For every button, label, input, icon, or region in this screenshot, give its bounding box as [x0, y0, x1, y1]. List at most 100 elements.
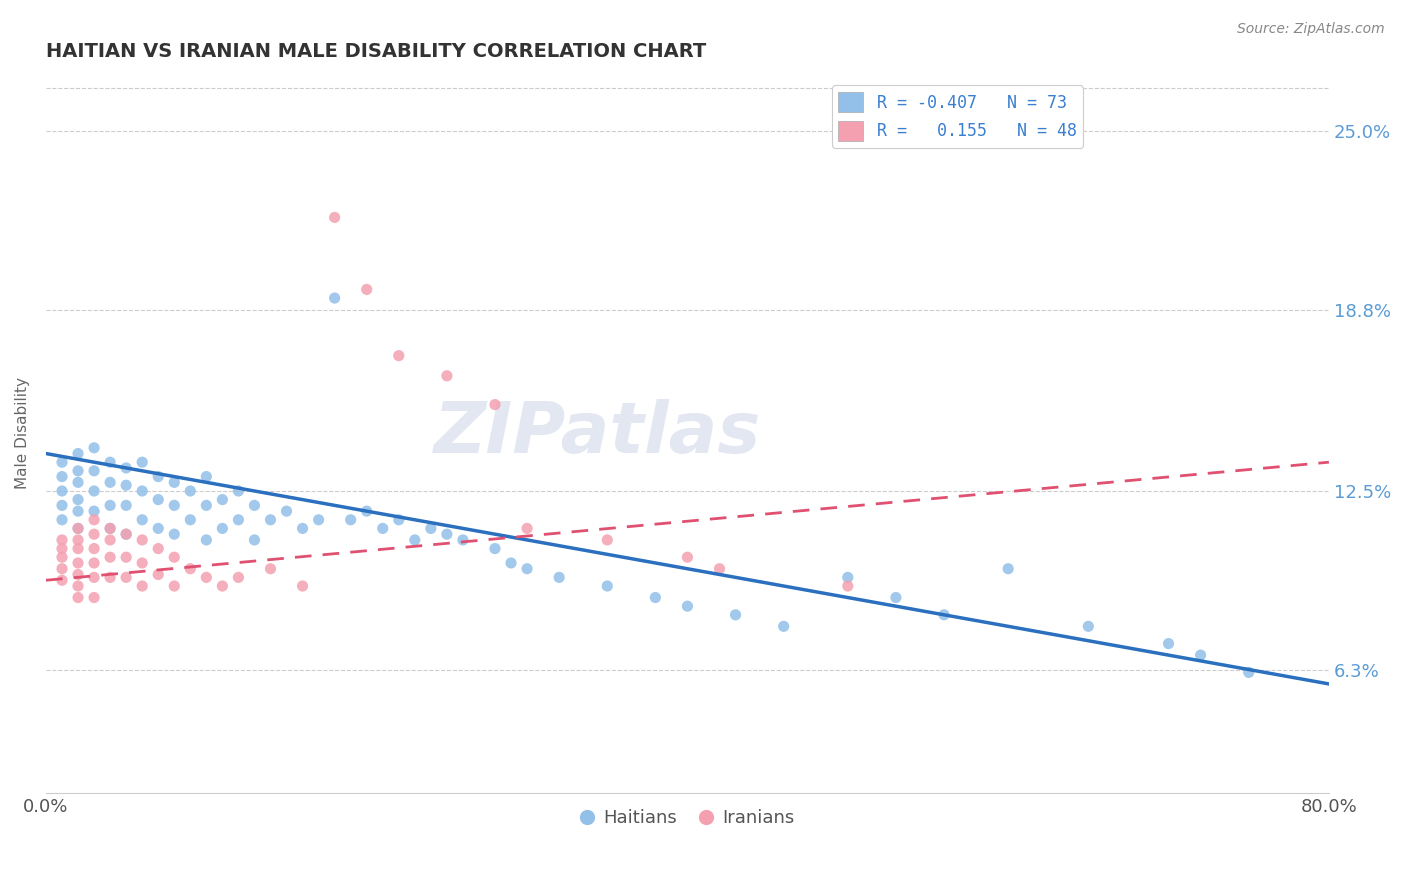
Point — [67, 591, 90, 605]
Point — [115, 478, 138, 492]
Point — [276, 504, 298, 518]
Point — [676, 599, 699, 614]
Point — [131, 533, 153, 547]
Point — [484, 541, 506, 556]
Point — [291, 579, 314, 593]
Text: Source: ZipAtlas.com: Source: ZipAtlas.com — [1237, 22, 1385, 37]
Point — [228, 483, 250, 498]
Point — [837, 570, 859, 584]
Point — [388, 349, 411, 363]
Point — [436, 527, 458, 541]
Point — [67, 533, 90, 547]
Point — [51, 533, 73, 547]
Point — [291, 521, 314, 535]
Point — [484, 398, 506, 412]
Point — [596, 579, 619, 593]
Point — [67, 556, 90, 570]
Point — [884, 591, 907, 605]
Point — [339, 513, 361, 527]
Point — [148, 469, 170, 483]
Point — [228, 570, 250, 584]
Point — [179, 562, 201, 576]
Point — [163, 579, 186, 593]
Point — [148, 492, 170, 507]
Point — [1157, 637, 1180, 651]
Point — [131, 483, 153, 498]
Point — [548, 570, 571, 584]
Point — [67, 521, 90, 535]
Point — [163, 527, 186, 541]
Point — [259, 513, 281, 527]
Text: HAITIAN VS IRANIAN MALE DISABILITY CORRELATION CHART: HAITIAN VS IRANIAN MALE DISABILITY CORRE… — [46, 42, 706, 61]
Point — [371, 521, 394, 535]
Point — [259, 562, 281, 576]
Point — [451, 533, 474, 547]
Point — [51, 562, 73, 576]
Point — [51, 513, 73, 527]
Point — [837, 579, 859, 593]
Point — [148, 541, 170, 556]
Point — [388, 513, 411, 527]
Point — [98, 533, 121, 547]
Point — [98, 550, 121, 565]
Point — [83, 541, 105, 556]
Point — [419, 521, 441, 535]
Point — [211, 579, 233, 593]
Point — [115, 527, 138, 541]
Point — [98, 499, 121, 513]
Point — [115, 570, 138, 584]
Point — [195, 570, 218, 584]
Point — [67, 464, 90, 478]
Point — [148, 567, 170, 582]
Point — [1077, 619, 1099, 633]
Point — [499, 556, 522, 570]
Point — [83, 570, 105, 584]
Point — [51, 541, 73, 556]
Point — [83, 504, 105, 518]
Point — [115, 527, 138, 541]
Point — [163, 550, 186, 565]
Point — [98, 570, 121, 584]
Point — [51, 469, 73, 483]
Point — [51, 499, 73, 513]
Point — [67, 541, 90, 556]
Point — [404, 533, 426, 547]
Point — [131, 556, 153, 570]
Point — [163, 499, 186, 513]
Point — [83, 441, 105, 455]
Point — [67, 521, 90, 535]
Point — [98, 475, 121, 490]
Point — [356, 504, 378, 518]
Point — [1237, 665, 1260, 680]
Point — [83, 483, 105, 498]
Point — [211, 492, 233, 507]
Point — [83, 556, 105, 570]
Point — [516, 562, 538, 576]
Point — [772, 619, 794, 633]
Point — [195, 469, 218, 483]
Point — [115, 499, 138, 513]
Point — [179, 483, 201, 498]
Point — [195, 533, 218, 547]
Point — [709, 562, 731, 576]
Point — [516, 521, 538, 535]
Point — [596, 533, 619, 547]
Text: ZIPatlas: ZIPatlas — [434, 399, 761, 468]
Point — [308, 513, 330, 527]
Point — [67, 446, 90, 460]
Point — [115, 461, 138, 475]
Point — [323, 211, 346, 225]
Point — [83, 464, 105, 478]
Point — [98, 521, 121, 535]
Point — [243, 499, 266, 513]
Point — [131, 455, 153, 469]
Point — [436, 368, 458, 383]
Point — [83, 513, 105, 527]
Point — [724, 607, 747, 622]
Point — [148, 521, 170, 535]
Point — [356, 282, 378, 296]
Point — [83, 591, 105, 605]
Point — [67, 475, 90, 490]
Point — [179, 513, 201, 527]
Y-axis label: Male Disability: Male Disability — [15, 377, 30, 490]
